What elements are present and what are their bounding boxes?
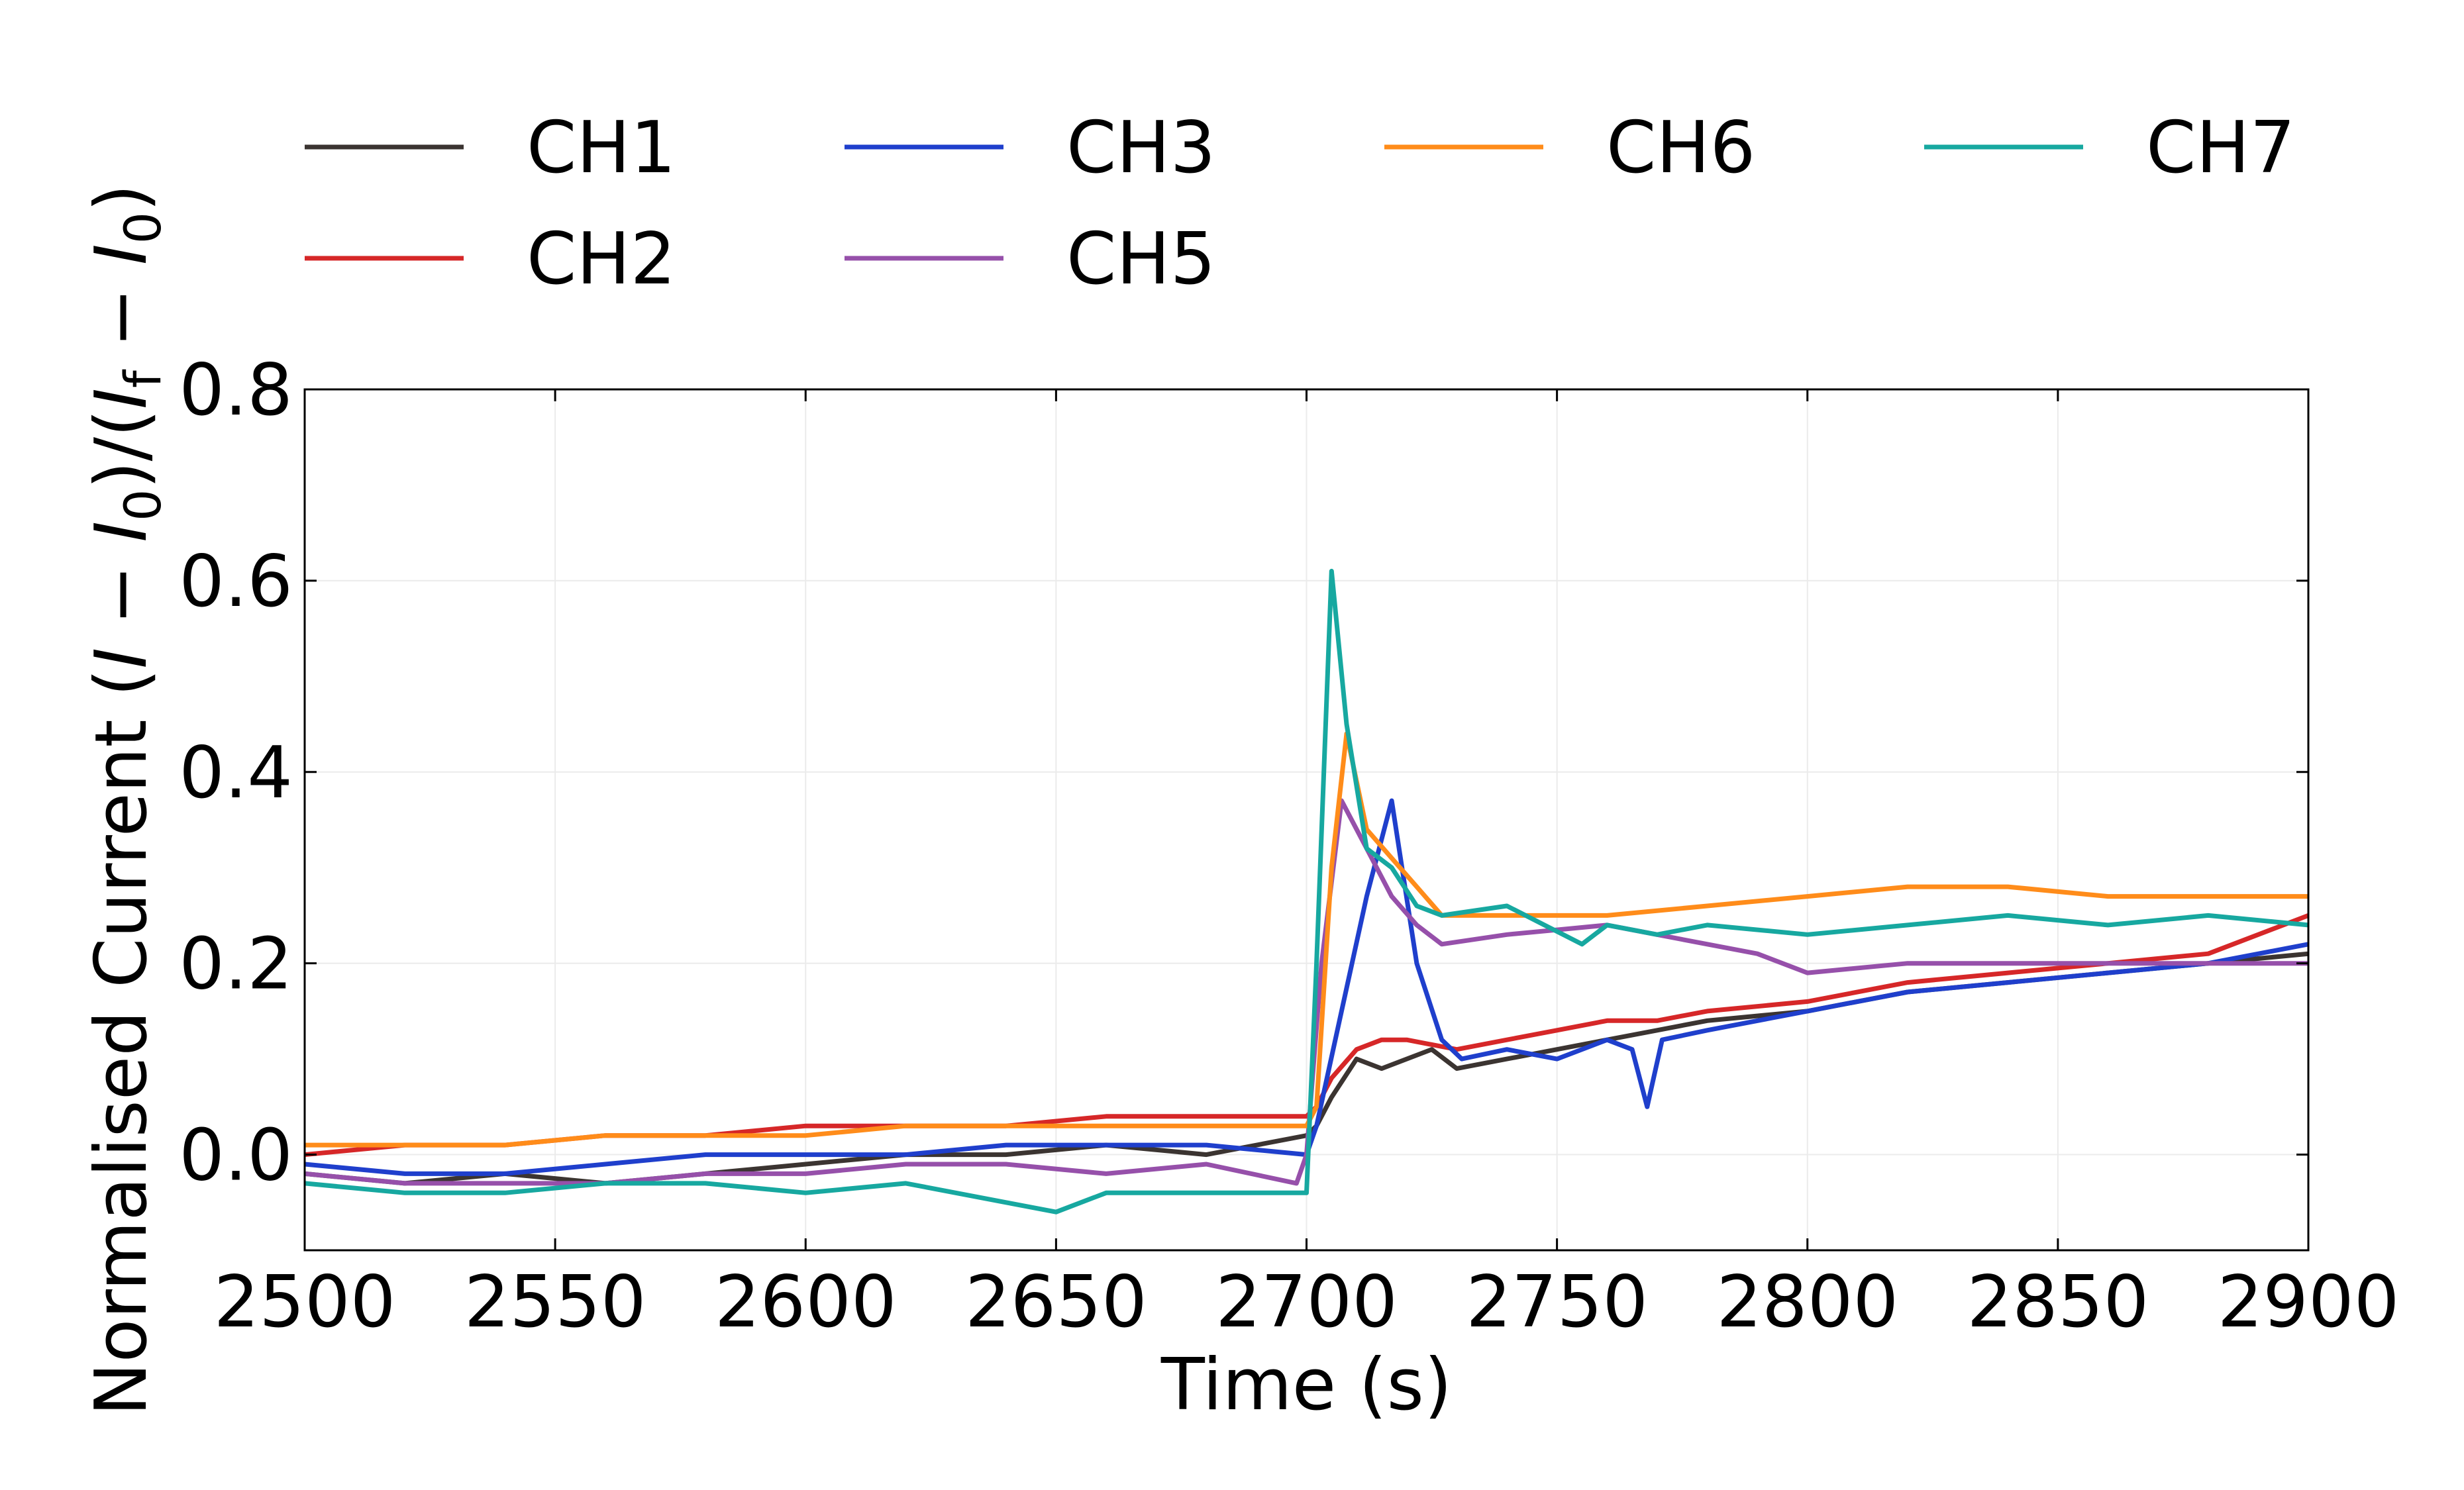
y-axis-title-part: 0 [113, 489, 172, 521]
y-axis-title-part: )/( [80, 409, 163, 489]
legend-label-ch1: CH1 [527, 107, 676, 189]
legend: CH1 CH2 CH3 CH5 CH6 CH7 [305, 107, 2295, 301]
y-axis-title-part: ) [80, 184, 163, 212]
y-axis-title-part: − [80, 265, 163, 370]
series-line-ch7 [305, 568, 2308, 1215]
x-axis-title: Time (s) [1160, 1344, 1452, 1426]
y-tick-label: 0.6 [179, 540, 293, 623]
y-axis-title-part: 0 [113, 212, 172, 244]
legend-label-ch5: CH5 [1066, 218, 1215, 301]
axis-ticks: 2500 2550 2600 2650 2700 2750 2800 2850 2900 0.0 0… [179, 349, 2399, 1344]
y-axis-title-part: − [80, 542, 163, 648]
x-tick-label: 2800 [1716, 1261, 1898, 1344]
y-tick-label: 0.0 [179, 1115, 293, 1197]
y-tick-label: 0.8 [179, 349, 293, 432]
series-line-ch2 [305, 913, 2308, 1158]
y-axis-title-part: I [80, 388, 163, 409]
legend-label-ch7: CH7 [2146, 107, 2295, 189]
x-tick-label: 2600 [715, 1261, 897, 1344]
x-tick-label: 2750 [1466, 1261, 1648, 1344]
x-tick-label: 2650 [965, 1261, 1147, 1344]
legend-label-ch2: CH2 [527, 218, 676, 301]
x-tick-label: 2550 [464, 1261, 646, 1344]
series-line-ch5 [305, 798, 2308, 1186]
x-tick-label: 2700 [1215, 1261, 1398, 1344]
plot-series [305, 568, 2308, 1215]
y-axis-title-part: Normalised Current ( [80, 669, 163, 1416]
y-axis-title: Normalised Current (I − I0)/(If − I0) [80, 184, 172, 1416]
y-tick-label: 0.2 [179, 923, 293, 1006]
x-tick-label: 2900 [2218, 1261, 2400, 1344]
y-axis-title-part: f [113, 369, 172, 388]
legend-label-ch3: CH3 [1066, 107, 1215, 189]
y-axis-title-part: I [80, 244, 163, 265]
series-line-ch3 [305, 798, 2308, 1176]
legend-label-ch6: CH6 [1606, 107, 1755, 189]
x-tick-label: 2500 [214, 1261, 396, 1344]
y-tick-label: 0.4 [179, 732, 293, 815]
y-axis-title-part: I [80, 648, 163, 669]
y-axis-title-part: I [80, 521, 163, 542]
x-tick-label: 2850 [1967, 1261, 2149, 1344]
